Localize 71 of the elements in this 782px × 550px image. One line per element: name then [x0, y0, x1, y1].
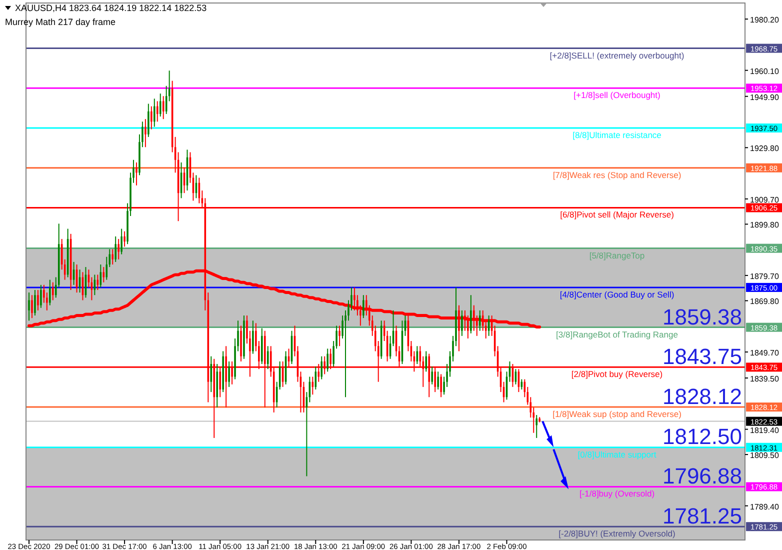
- annotation: [-2/8]BUY! (Extremly Oversold): [558, 528, 676, 539]
- candlestick: [159, 93, 162, 118]
- annotation: [2/8]Pivot buy (Reverse): [571, 369, 663, 380]
- candlestick: [314, 366, 317, 390]
- candlestick: [114, 236, 116, 262]
- annotation: [+1/8]sell (Overbought): [574, 90, 661, 100]
- y-tick-label: 1789.40: [750, 502, 780, 512]
- y-tick-label: 1960.10: [750, 66, 780, 76]
- y-tick-label: 1929.80: [750, 144, 780, 154]
- candlestick: [461, 310, 463, 336]
- y-tick-label: 1809.50: [750, 451, 780, 460]
- candlestick: [136, 162, 138, 186]
- candlestick: [31, 294, 33, 319]
- annotation: [5/8]RangeTop: [589, 250, 645, 260]
- candlestick: [470, 294, 472, 334]
- candlestick: [228, 360, 230, 388]
- annotation: 1843.75: [662, 344, 742, 370]
- candlestick: [266, 346, 269, 370]
- candlestick: [320, 356, 323, 380]
- candlestick: [431, 366, 433, 385]
- candlestick: [478, 310, 481, 332]
- annotation: [4/8]Center (Good Buy or Sell): [560, 289, 674, 300]
- candlestick: [40, 284, 42, 308]
- candlestick: [28, 292, 30, 322]
- candlestick: [112, 248, 114, 265]
- candlestick: [425, 350, 428, 372]
- candlestick: [440, 374, 442, 398]
- annotation: [0/8]Ultimate support: [578, 449, 657, 460]
- chart-title: XAUUSD,H4 1823.64 1824.19 1822.14 1822.53: [15, 3, 207, 13]
- y-tick-label: 1839.50: [750, 374, 780, 384]
- annotation: 1859.38: [662, 304, 742, 330]
- y-tick-label: 1819.40: [750, 426, 780, 435]
- annotation: [1/8]Weak sup (stop and Reverse): [552, 409, 682, 420]
- y-tick-label: 1949.90: [750, 92, 780, 102]
- candlestick: [536, 414, 538, 438]
- candlestick: [362, 294, 364, 319]
- candlestick: [144, 118, 146, 148]
- annotation: [7/8]Weak res (Stop and Reverse): [552, 170, 682, 180]
- candlestick: [37, 289, 39, 311]
- annotation: [-1/8]buy (Oversold): [579, 488, 655, 499]
- candlestick: [120, 228, 122, 255]
- y-tick-label: 1879.70: [750, 272, 780, 281]
- annotation: 1828.12: [662, 384, 742, 410]
- candlestick: [49, 279, 51, 306]
- candlestick: [150, 106, 152, 130]
- annotation: 1796.88: [662, 464, 742, 489]
- annotation: 1781.25: [662, 504, 742, 529]
- candlestick: [326, 348, 328, 372]
- annotation: [8/8]Ultimate resistance: [572, 130, 662, 140]
- y-tick-label: 1869.80: [750, 297, 780, 306]
- annotation: [3/8]RangeBot of Trading Range: [556, 329, 678, 340]
- y-tick-label: 1980.20: [750, 16, 780, 25]
- candlestick: [162, 96, 164, 120]
- text: Murrey Math 217 day frame: [5, 17, 116, 27]
- y-tick-label: 1909.70: [750, 195, 780, 204]
- annotation: [6/8]Pivot sell (Major Reverse): [560, 210, 674, 220]
- candlestick: [34, 289, 36, 316]
- candlestick: [210, 356, 212, 393]
- annotation: [+2/8]SELL! (extremely overbought): [550, 50, 684, 60]
- candlestick: [338, 325, 340, 347]
- candlestick: [156, 100, 158, 122]
- candlestick: [437, 371, 439, 390]
- y-tick-label: 1849.70: [750, 348, 780, 358]
- annotation: 1812.50: [662, 424, 742, 449]
- candlestick: [52, 282, 54, 301]
- candlestick: [124, 230, 126, 248]
- y-tick-label: 1899.80: [750, 220, 780, 230]
- candlestick: [154, 98, 156, 128]
- candlestick: [148, 103, 150, 138]
- candlestick: [252, 320, 254, 354]
- candlestick: [118, 238, 120, 260]
